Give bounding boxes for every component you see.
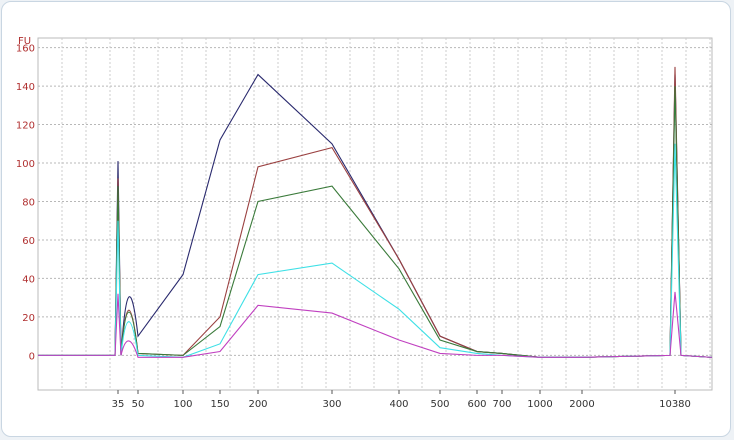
y-tick-label: 0 (29, 351, 35, 362)
y-tick-label: 80 (22, 197, 35, 208)
series-line (38, 66, 713, 358)
x-tick-label: 500 (430, 399, 449, 410)
series-line (38, 73, 713, 358)
x-tick-label: 100 (173, 399, 192, 410)
y-tick-label: 20 (22, 313, 35, 324)
series-line (38, 86, 713, 358)
x-tick-label: 200 (248, 399, 267, 410)
grid (37, 37, 713, 394)
x-tick-label: 1000 (527, 399, 552, 410)
plot-area (37, 37, 713, 391)
x-tick-label: 400 (389, 399, 408, 410)
y-axis-label: FU (18, 36, 31, 47)
y-tick-label: 140 (16, 82, 35, 93)
y-tick-label: 120 (16, 121, 35, 132)
series-line (38, 291, 713, 358)
x-tick-label: 2000 (569, 399, 594, 410)
x-tick-labels: 35 50 100 150 200 300 400 500 600 700 1000 2000 1038… (112, 399, 691, 410)
series-line (38, 143, 713, 358)
x-tick-label: 700 (492, 399, 511, 410)
y-tick-labels: 0 20 40 60 80 100 120 140 160 (16, 44, 35, 363)
series-lines (38, 66, 713, 358)
x-tick-label: 150 (210, 399, 229, 410)
y-tick-label: 160 (16, 44, 35, 55)
y-tick-label: 60 (22, 236, 35, 247)
x-tick-label: 600 (467, 399, 486, 410)
x-tick-label: 35 (112, 399, 125, 410)
x-tick-label: 10380 (659, 399, 691, 410)
x-tick-label: 50 (132, 399, 145, 410)
y-tick-label: 100 (16, 159, 35, 170)
x-tick-label: 300 (322, 399, 341, 410)
y-tick-label: 40 (22, 274, 35, 285)
